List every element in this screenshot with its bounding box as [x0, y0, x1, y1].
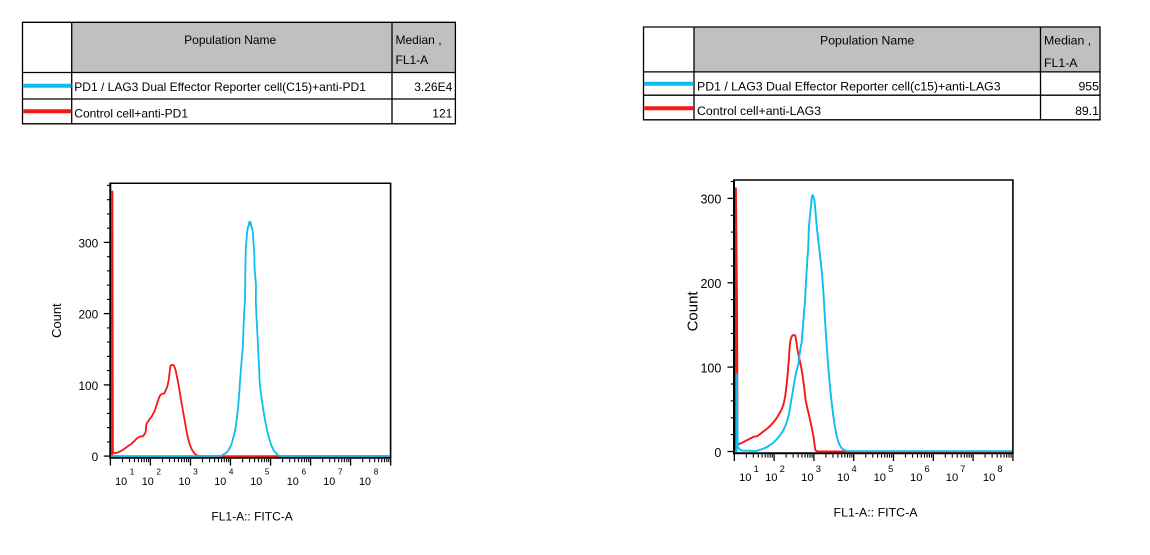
svg-text:10: 10: [946, 472, 958, 484]
svg-text:10: 10: [115, 476, 127, 488]
svg-text:Population Name: Population Name: [184, 33, 276, 47]
svg-text:10: 10: [142, 476, 154, 488]
svg-text:10: 10: [765, 472, 777, 484]
svg-text:1: 1: [754, 464, 759, 474]
svg-text:10: 10: [983, 472, 995, 484]
svg-text:100: 100: [79, 379, 99, 393]
svg-text:FL1-A: FL1-A: [396, 53, 429, 67]
svg-text:200: 200: [700, 277, 721, 291]
svg-text:10: 10: [287, 476, 299, 488]
svg-text:10: 10: [874, 472, 886, 484]
svg-text:0: 0: [714, 446, 721, 460]
svg-text:Population Name: Population Name: [820, 34, 914, 48]
svg-text:8: 8: [997, 464, 1002, 474]
svg-text:FL1-A: FL1-A: [1044, 56, 1078, 70]
svg-text:Control cell+anti-LAG3: Control cell+anti-LAG3: [697, 104, 821, 118]
svg-text:10: 10: [837, 472, 849, 484]
svg-text:4: 4: [852, 464, 857, 474]
svg-text:Median ,: Median ,: [1044, 34, 1091, 48]
svg-text:10: 10: [250, 476, 262, 488]
svg-text:3.26E4: 3.26E4: [414, 80, 452, 94]
svg-text:PD1 / LAG3 Dual Effector Repor: PD1 / LAG3 Dual Effector Reporter cell(C…: [74, 80, 366, 94]
svg-text:0: 0: [92, 450, 99, 464]
svg-text:300: 300: [700, 193, 721, 207]
svg-text:10: 10: [910, 472, 922, 484]
svg-text:2: 2: [780, 464, 785, 474]
svg-text:Count: Count: [685, 291, 702, 332]
svg-text:FL1-A:: FITC-A: FL1-A:: FITC-A: [211, 510, 292, 524]
svg-text:10: 10: [178, 476, 190, 488]
svg-text:10: 10: [323, 476, 335, 488]
svg-text:4: 4: [229, 468, 234, 477]
svg-text:121: 121: [432, 107, 452, 121]
svg-text:6: 6: [302, 468, 307, 477]
svg-text:Count: Count: [49, 303, 64, 338]
svg-text:Median ,: Median ,: [396, 33, 442, 47]
svg-text:89.1: 89.1: [1075, 104, 1099, 118]
svg-text:955: 955: [1078, 79, 1099, 93]
svg-text:10: 10: [359, 476, 371, 488]
svg-text:6: 6: [925, 464, 930, 474]
svg-text:3: 3: [193, 468, 198, 477]
svg-text:2: 2: [156, 468, 161, 477]
svg-text:200: 200: [79, 308, 99, 322]
svg-text:10: 10: [801, 472, 813, 484]
svg-text:FL1-A:: FITC-A: FL1-A:: FITC-A: [834, 505, 919, 519]
svg-text:7: 7: [960, 464, 965, 474]
svg-text:7: 7: [338, 468, 343, 477]
svg-text:5: 5: [265, 468, 270, 477]
svg-text:8: 8: [374, 468, 379, 477]
svg-text:10: 10: [739, 472, 751, 484]
svg-text:PD1 / LAG3 Dual Effector Repor: PD1 / LAG3 Dual Effector Reporter cell(c…: [697, 79, 1001, 93]
svg-text:100: 100: [700, 361, 721, 375]
svg-text:3: 3: [816, 464, 821, 474]
svg-text:1: 1: [130, 468, 135, 477]
svg-text:5: 5: [888, 464, 893, 474]
svg-text:10: 10: [214, 476, 226, 488]
svg-text:Control cell+anti-PD1: Control cell+anti-PD1: [74, 107, 188, 121]
svg-text:300: 300: [79, 236, 99, 250]
